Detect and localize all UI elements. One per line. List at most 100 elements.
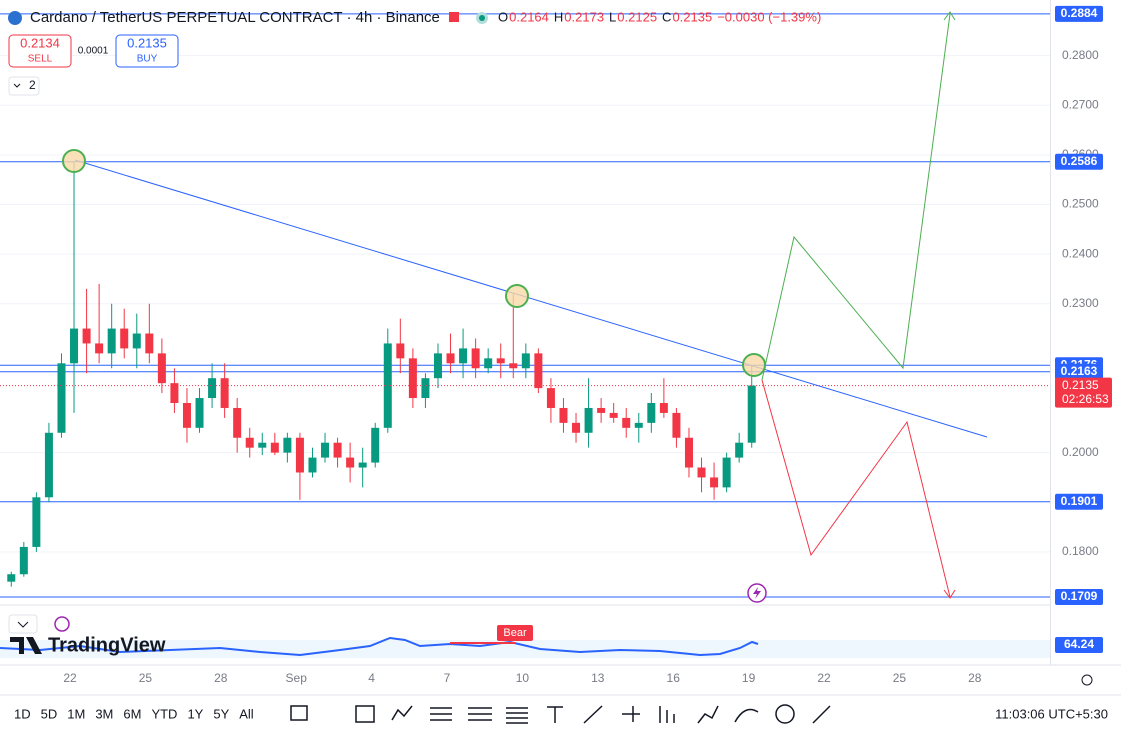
candle-body	[747, 385, 756, 443]
tool-icon[interactable]	[622, 706, 640, 722]
tool-icons	[290, 704, 831, 724]
range-button[interactable]: 3M	[95, 706, 113, 721]
range-button[interactable]: 1Y	[187, 706, 203, 721]
candle-body	[496, 358, 505, 364]
range-buttons: 1D 5D 1M 3M 6M YTD 1Y 5Y All	[14, 706, 254, 721]
candle-body	[19, 546, 28, 575]
pivot-circle	[742, 353, 766, 377]
candle-body	[44, 432, 53, 498]
buy-label: BUY	[137, 54, 158, 65]
x-tick-label: 10	[516, 671, 530, 685]
range-button[interactable]: YTD	[151, 706, 177, 721]
candle-body	[120, 328, 129, 349]
ohlc-value: 0.2164	[509, 9, 549, 24]
candle-body	[258, 442, 267, 448]
y-tick-label: 0.2700	[1062, 97, 1099, 111]
tool-icon[interactable]	[547, 706, 563, 723]
toolbar	[0, 695, 1121, 736]
x-tick-label: 16	[667, 671, 681, 685]
chevron	[13, 83, 21, 88]
candle-body	[459, 348, 468, 364]
candle-body	[672, 412, 681, 438]
candle-body	[572, 422, 581, 433]
candle-body	[333, 442, 342, 458]
range-button[interactable]: 5Y	[213, 706, 229, 721]
arrow-head	[943, 11, 956, 21]
y-tick-label: 0.2500	[1062, 197, 1099, 211]
buy-button[interactable]	[115, 34, 179, 68]
tool-icon[interactable]	[583, 705, 603, 724]
tool-icon[interactable]	[812, 705, 831, 724]
range-button[interactable]: 5D	[41, 706, 58, 721]
candle-body	[295, 437, 304, 473]
tool-icon[interactable]	[468, 707, 492, 721]
candle-body	[358, 462, 367, 468]
range-button[interactable]: All	[239, 706, 254, 721]
tool-icon[interactable]	[355, 705, 375, 723]
candle-body	[208, 378, 217, 399]
bull-path	[761, 13, 951, 381]
candle-body	[622, 417, 631, 428]
candle-body	[421, 378, 430, 399]
layers-toggle[interactable]	[8, 76, 40, 96]
ohlc-key: C	[662, 9, 671, 24]
flag[interactable]	[449, 12, 459, 22]
range-button[interactable]: 6M	[123, 706, 141, 721]
price-axis-border	[1050, 0, 1051, 665]
x-tick-label: 28	[968, 671, 982, 685]
sell-button[interactable]	[8, 34, 72, 68]
candle-body	[270, 442, 279, 453]
symbol-title: Cardano / TetherUS PERPETUAL CONTRACT · …	[30, 9, 440, 26]
change: −0.0030 (−1.39%)	[717, 9, 821, 24]
candle-body	[32, 497, 41, 547]
candle-body	[195, 398, 204, 428]
candle-body	[321, 442, 330, 458]
y-tick-label: 0.1800	[1062, 544, 1099, 558]
tool-icon[interactable]	[430, 707, 452, 721]
x-tick-label: 13	[591, 671, 605, 685]
candle-body	[95, 343, 104, 354]
sell-label: SELL	[28, 54, 53, 65]
candle-body	[722, 457, 731, 488]
candle-body	[647, 403, 656, 423]
candle-body	[546, 388, 555, 408]
candle-body	[396, 343, 405, 359]
collapse-button[interactable]	[8, 614, 38, 634]
y-tick-label: 0.2400	[1062, 246, 1099, 260]
tool-icon[interactable]	[659, 706, 675, 723]
tool-icon[interactable]	[775, 704, 795, 724]
candle-body	[245, 437, 254, 448]
candle-body	[697, 467, 706, 478]
ohlc-value: 0.2125	[617, 9, 657, 24]
tool-icon[interactable]	[506, 707, 528, 724]
x-tick-label: 25	[139, 671, 153, 685]
indicator-icon[interactable]	[54, 616, 70, 632]
signal-box	[497, 625, 533, 641]
last-price-box	[1055, 377, 1112, 408]
level-label: 0.2163	[1061, 364, 1098, 378]
level-box	[1055, 589, 1103, 606]
settings-icon[interactable]	[1081, 674, 1093, 686]
tool-icon[interactable]	[697, 705, 719, 724]
tool-icon[interactable]	[391, 705, 413, 721]
range-button[interactable]: 1D	[14, 706, 31, 721]
x-tick-label: Sep	[286, 671, 308, 685]
candle-body	[107, 328, 116, 354]
candle-body	[132, 333, 141, 349]
candle-body	[710, 477, 719, 488]
candle-body	[157, 353, 166, 384]
last-price-label: 0.2135	[1062, 378, 1099, 392]
countdown: 02:26:53	[1062, 392, 1109, 406]
candle-body	[220, 378, 229, 408]
candle-body	[484, 358, 493, 369]
ohlc-key: H	[554, 9, 563, 24]
range-button[interactable]: 1M	[67, 706, 85, 721]
symbol-icon	[8, 11, 22, 25]
trend-line	[74, 159, 988, 438]
candle-body	[308, 457, 317, 473]
tool-icon[interactable]	[290, 705, 308, 721]
tool-icon[interactable]	[734, 708, 759, 723]
level-box	[1055, 363, 1103, 380]
level-box	[1055, 5, 1103, 22]
